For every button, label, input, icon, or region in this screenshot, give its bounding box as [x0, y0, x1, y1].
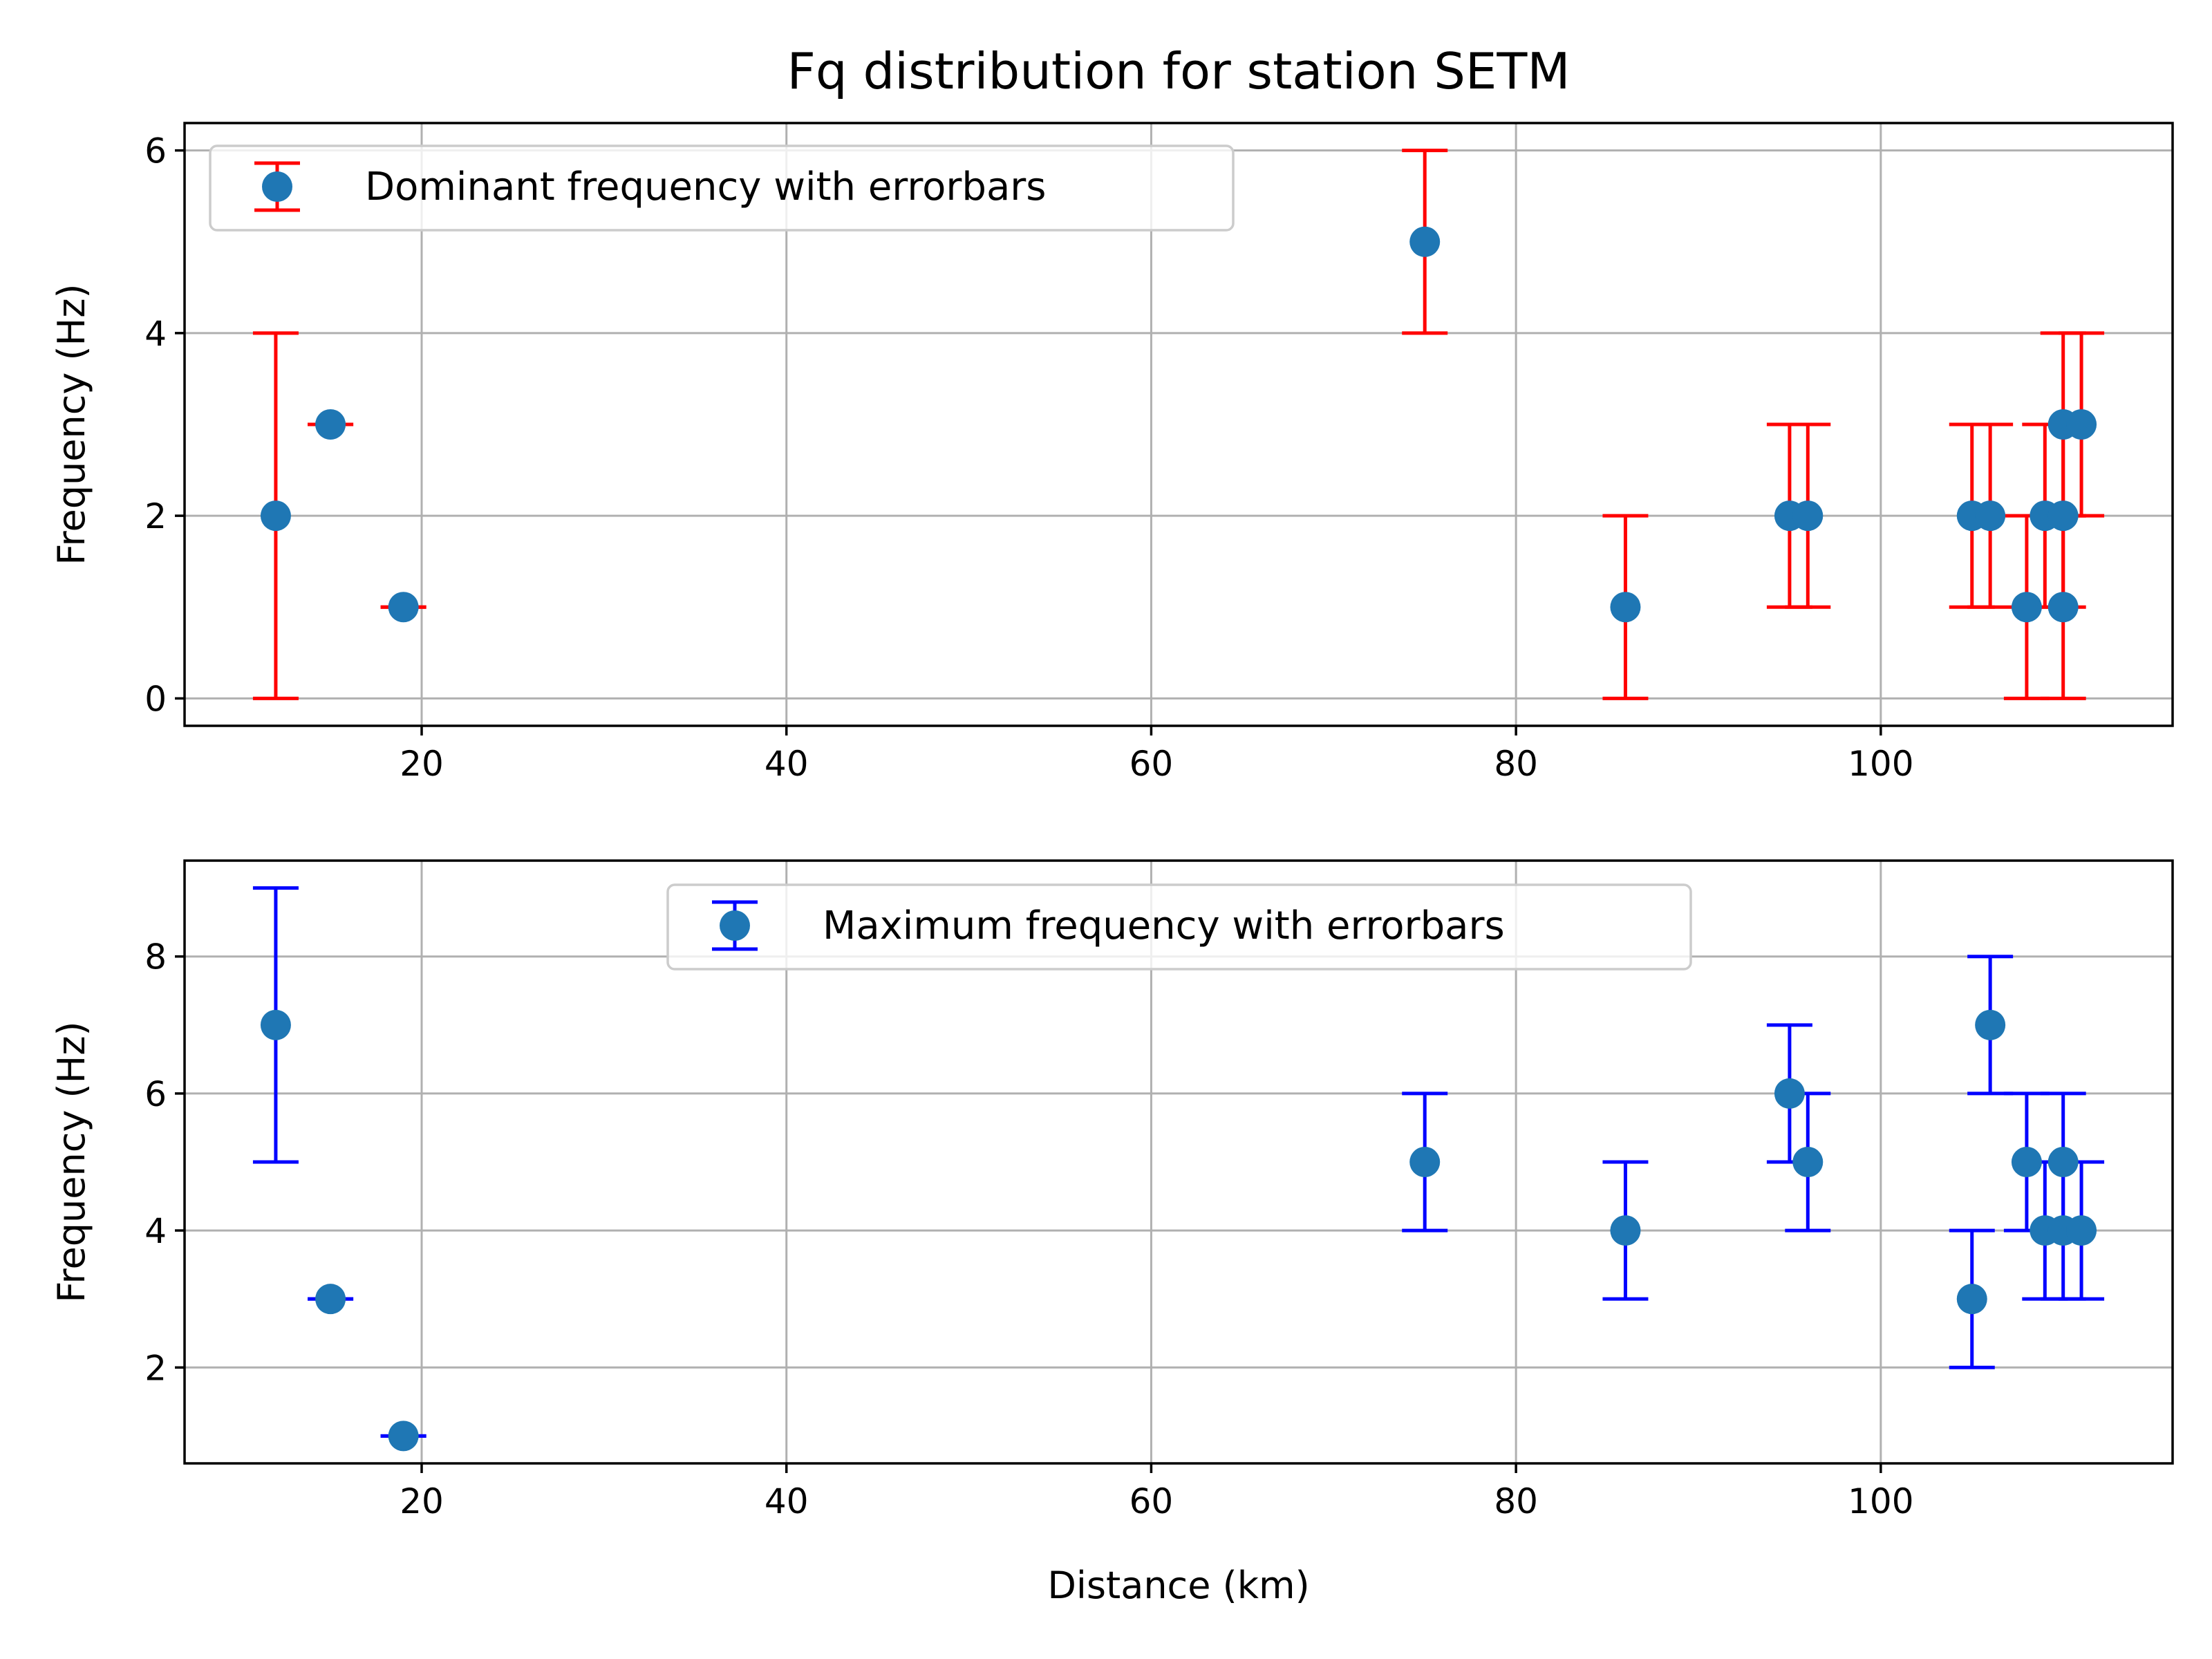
x-tick-label: 40 [765, 744, 809, 784]
legend-box [666, 883, 1692, 971]
legend: Dominant frequency with errorbars [209, 144, 1235, 232]
plot-area-frame [183, 859, 2174, 1465]
data-point [315, 409, 346, 440]
x-tick-label: 60 [1130, 1481, 1174, 1521]
y-tick-label: 0 [144, 679, 167, 719]
data-point [1975, 500, 2006, 532]
x-tick-label: 20 [400, 1481, 444, 1521]
data-point [1774, 1078, 1805, 1109]
data-point [1956, 1284, 1987, 1315]
legend-swatch [712, 900, 758, 951]
y-tick-label: 8 [144, 937, 167, 977]
x-axis-label: Distance (km) [1047, 1564, 1309, 1607]
data-point [315, 1284, 346, 1315]
chart-title: Fq distribution for station SETM [787, 42, 1570, 100]
data-point [260, 500, 291, 532]
maximum-frequency-panel: 20 40 60 80 100 2 4 6 8 Frequency (Hz) Distance… [50, 859, 2174, 1607]
data-point [1792, 1147, 1824, 1177]
x-tick-label: 20 [400, 744, 444, 784]
data-point [388, 592, 419, 623]
data-point [1792, 500, 1824, 532]
dominant-frequency-panel: Fq distribution for station SETM 20 40 60 8… [50, 42, 2174, 784]
legend-swatch [254, 161, 300, 212]
plot-area-frame [183, 122, 2174, 727]
data-point [1610, 1215, 1641, 1246]
y-tick-label: 4 [144, 314, 167, 354]
y-tick-label: 6 [144, 1074, 167, 1114]
x-axis-ticks: 20 40 60 80 100 [400, 1463, 1914, 1521]
y-tick-label: 4 [144, 1211, 167, 1251]
y-axis-label: Frequency (Hz) [50, 1021, 93, 1302]
data-point [388, 1421, 419, 1452]
grid-lines [185, 123, 2173, 726]
y-axis-ticks: 0 2 4 6 [144, 131, 185, 719]
x-axis-ticks: 20 40 60 80 100 [400, 726, 1914, 784]
data-point [260, 1009, 291, 1040]
data-point [2011, 592, 2042, 623]
legend-label: Maximum frequency with errorbars [823, 903, 1505, 948]
y-tick-label: 2 [144, 496, 167, 536]
data-point [2011, 1147, 2042, 1177]
y-tick-label: 2 [144, 1348, 167, 1388]
data-point [2047, 500, 2079, 532]
x-tick-label: 100 [1848, 744, 1913, 784]
maximum-series [252, 886, 2105, 1452]
data-point [2066, 409, 2097, 440]
data-point [2066, 1215, 2097, 1246]
data-point [1975, 1009, 2006, 1040]
data-point [1409, 1147, 1441, 1177]
y-axis-label: Frequency (Hz) [50, 283, 93, 565]
legend-label: Dominant frequency with errorbars [365, 165, 1046, 209]
data-point [2047, 1147, 2079, 1177]
data-point [1409, 226, 1441, 257]
x-tick-label: 60 [1130, 744, 1174, 784]
dominant-series [252, 149, 2105, 700]
x-tick-label: 100 [1848, 1481, 1913, 1521]
y-tick-label: 6 [144, 131, 167, 171]
x-tick-label: 80 [1494, 744, 1538, 784]
data-point [1610, 592, 1641, 623]
legend-box [209, 144, 1235, 232]
data-point [2047, 592, 2079, 623]
legend: Maximum frequency with errorbars [666, 883, 1692, 971]
x-tick-label: 40 [765, 1481, 809, 1521]
y-axis-ticks: 2 4 6 8 [144, 937, 185, 1388]
x-tick-label: 80 [1494, 1481, 1538, 1521]
